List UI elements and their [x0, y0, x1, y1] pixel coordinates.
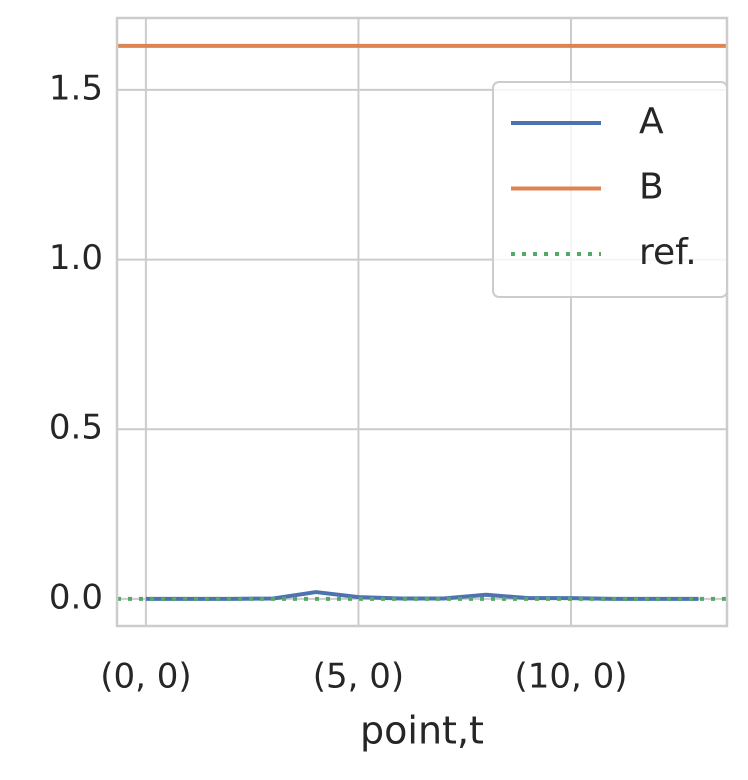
x-tick-label: (0, 0) [100, 657, 191, 697]
legend-label: B [639, 167, 664, 208]
y-tick-label: 0.0 [49, 577, 103, 617]
legend-label: ref. [639, 232, 697, 273]
y-tick-label: 0.5 [49, 408, 103, 448]
y-tick-label: 1.0 [49, 238, 103, 278]
x-axis-label: point,t [360, 709, 484, 753]
legend-box [492, 81, 728, 298]
x-tick-label: (5, 0) [313, 657, 404, 697]
legend-label: A [639, 101, 664, 142]
y-tick-label: 1.5 [49, 68, 103, 108]
x-tick-label: (10, 0) [514, 657, 627, 697]
plot-frame [115, 16, 729, 628]
